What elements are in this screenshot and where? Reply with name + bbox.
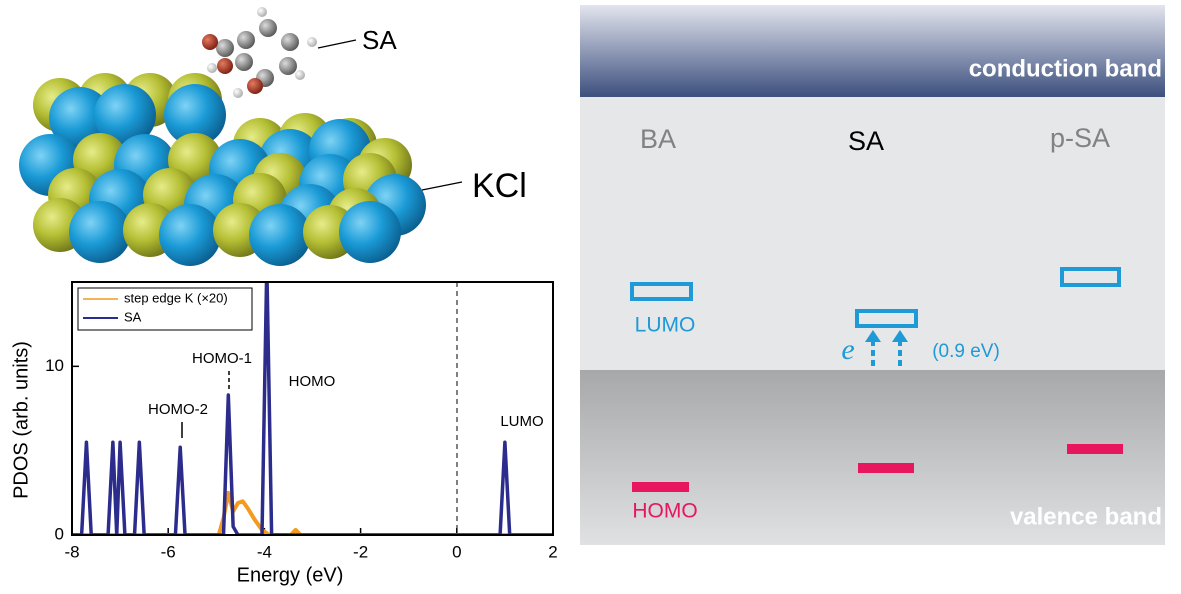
homo-label: HOMO <box>632 500 697 523</box>
y-axis-label: PDOS (arb. units) <box>10 341 32 499</box>
electron-label: e <box>841 333 854 366</box>
sa-molecule <box>202 7 317 98</box>
x-tick-label: -6 <box>161 542 176 561</box>
model-label: KCl <box>472 167 527 205</box>
homo-level <box>632 482 689 492</box>
y-tick-label: 0 <box>55 524 64 543</box>
y-tick-label: 10 <box>45 356 64 375</box>
band-label: conduction band <box>969 55 1162 82</box>
leader-line <box>422 182 462 190</box>
lumo-label: LUMO <box>635 314 696 337</box>
annotation: HOMO <box>289 373 336 390</box>
molecule-label: BA <box>640 124 676 154</box>
molecule-label: p-SA <box>1050 123 1110 153</box>
x-axis-label: Energy (eV) <box>237 564 344 586</box>
model-label: SA <box>362 25 397 55</box>
homo-level <box>858 463 914 473</box>
homo-level <box>1067 444 1123 454</box>
annotation: HOMO-1 <box>192 350 252 367</box>
level-diagram <box>580 5 1165 545</box>
molecule-label: SA <box>848 126 884 156</box>
legend-label: step edge K (×20) <box>124 290 228 305</box>
x-tick-label: -4 <box>257 542 272 561</box>
x-tick-label: -8 <box>64 542 79 561</box>
kcl-model <box>19 73 426 266</box>
x-tick-label: 0 <box>452 542 461 561</box>
annotation: HOMO-2 <box>148 401 208 418</box>
leader-line <box>318 40 356 48</box>
energy-gap-label: (0.9 eV) <box>932 341 1000 362</box>
pdos-chart: -8 -6 -4 -2 0 2 0 10 step edge K (×20) SA <box>45 265 558 561</box>
x-tick-label: -2 <box>353 542 368 561</box>
band-label: valence band <box>1010 503 1162 530</box>
conduction-band-region <box>580 5 1165 97</box>
figure: SA KCl -8-6-4-202010step edge K (×20)SA … <box>0 0 1181 589</box>
legend-label: SA <box>124 309 142 324</box>
x-tick-label: 2 <box>548 542 557 561</box>
annotation: LUMO <box>500 413 543 430</box>
